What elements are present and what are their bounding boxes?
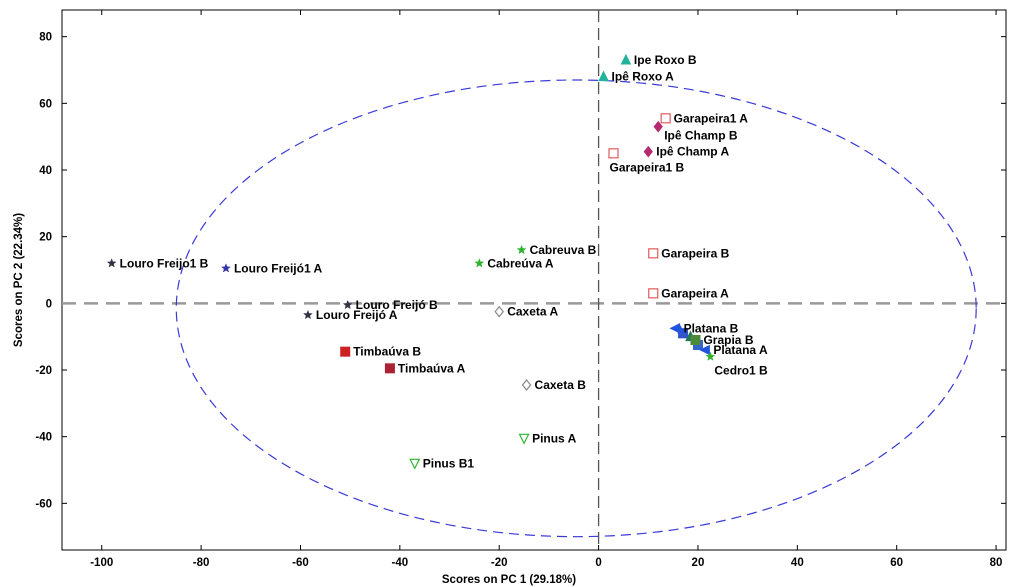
x-tick-label: 60 — [890, 557, 903, 569]
y-tick-labels: 80 60 40 20 0 -20 -40 -60 — [35, 32, 52, 511]
point-label: Louro Freijó A — [316, 308, 398, 322]
score-marker — [705, 351, 716, 361]
score-marker — [643, 145, 653, 158]
score-marker — [598, 70, 609, 82]
point-label: Grapia B — [703, 333, 753, 347]
point-label: Pinus B1 — [423, 456, 475, 470]
y-tick-label: -20 — [35, 365, 52, 377]
point-label: Garapeira A — [661, 286, 729, 300]
score-marker — [342, 299, 353, 310]
score-marker — [340, 346, 351, 357]
score-marker — [474, 258, 485, 268]
point-label: Ipe Roxo B — [634, 53, 697, 67]
score-marker — [106, 258, 117, 268]
point-label: Timbaúva A — [398, 361, 466, 375]
axis-ticks — [62, 10, 1006, 550]
point-label: Ipê Champ A — [656, 145, 729, 159]
x-tick-label: 80 — [990, 557, 1003, 569]
score-marker — [648, 288, 659, 299]
score-marker — [669, 323, 681, 334]
score-marker — [521, 379, 532, 391]
point-label: Platana A — [713, 343, 768, 357]
point-label: Garapeira1 B — [609, 160, 684, 174]
score-marker — [653, 120, 663, 133]
point-label: Louro Freijó B — [356, 298, 438, 312]
score-marker — [221, 263, 231, 273]
y-tick-label: 80 — [39, 32, 52, 44]
y-tick-label: 0 — [46, 298, 52, 310]
score-marker — [494, 305, 504, 318]
point-label: Garapeira B — [661, 246, 729, 260]
x-tick-label: -60 — [292, 557, 309, 569]
score-marker — [302, 309, 313, 320]
score-marker — [518, 433, 530, 445]
point-label: Garapeira1 A — [674, 111, 749, 125]
point-label: Louro Freijó1 A — [234, 261, 323, 275]
x-tick-labels: -100 -80 -60 -40 -20 0 20 40 60 80 — [90, 557, 1002, 569]
x-tick-label: -40 — [392, 557, 409, 569]
point-labels: Ipe Roxo B Ipê Roxo A Garapeira1 A Ipê Cham… — [120, 53, 768, 470]
y-axis-label: Scores on PC 2 (22.34%) — [13, 213, 25, 347]
point-label: Cabreuva B — [530, 243, 597, 257]
point-label: Caxeta A — [507, 305, 558, 319]
plot-area-frame — [61, 9, 1007, 551]
point-label: Ipê Roxo A — [612, 70, 675, 84]
score-marker — [409, 458, 421, 470]
point-label: Ipê Champ B — [664, 129, 738, 143]
score-marker — [608, 148, 619, 159]
score-marker — [699, 344, 710, 356]
x-tick-label: 0 — [595, 557, 601, 569]
y-tick-label: 60 — [39, 98, 52, 110]
x-tick-label: 40 — [791, 557, 804, 569]
x-axis-label: Scores on PC 1 (29.18%) — [442, 574, 576, 586]
score-points — [106, 53, 716, 470]
point-label: Timbaúva B — [353, 345, 421, 359]
reference-lines — [62, 10, 1006, 550]
point-label: Caxeta B — [535, 378, 587, 392]
point-label: Cabreúva A — [487, 256, 554, 270]
point-label: Platana B — [684, 321, 739, 335]
y-tick-label: -60 — [35, 498, 52, 510]
x-tick-label: 20 — [692, 557, 705, 569]
score-marker — [648, 248, 659, 259]
x-tick-label: -80 — [193, 557, 210, 569]
y-tick-label: 40 — [39, 165, 52, 177]
score-marker — [620, 53, 632, 65]
point-label: Louro Freijo1 B — [120, 256, 209, 270]
confidence-ellipse — [175, 79, 977, 538]
x-tick-label: -20 — [491, 557, 508, 569]
score-marker — [690, 335, 701, 345]
y-tick-label: -40 — [35, 432, 52, 444]
y-tick-label: 20 — [39, 232, 52, 244]
score-marker — [660, 113, 671, 124]
score-marker — [384, 363, 395, 374]
x-tick-label: -100 — [90, 557, 113, 569]
score-marker — [516, 244, 527, 255]
point-label: Pinus A — [532, 431, 577, 445]
point-label: Cedro1 B — [714, 364, 768, 378]
